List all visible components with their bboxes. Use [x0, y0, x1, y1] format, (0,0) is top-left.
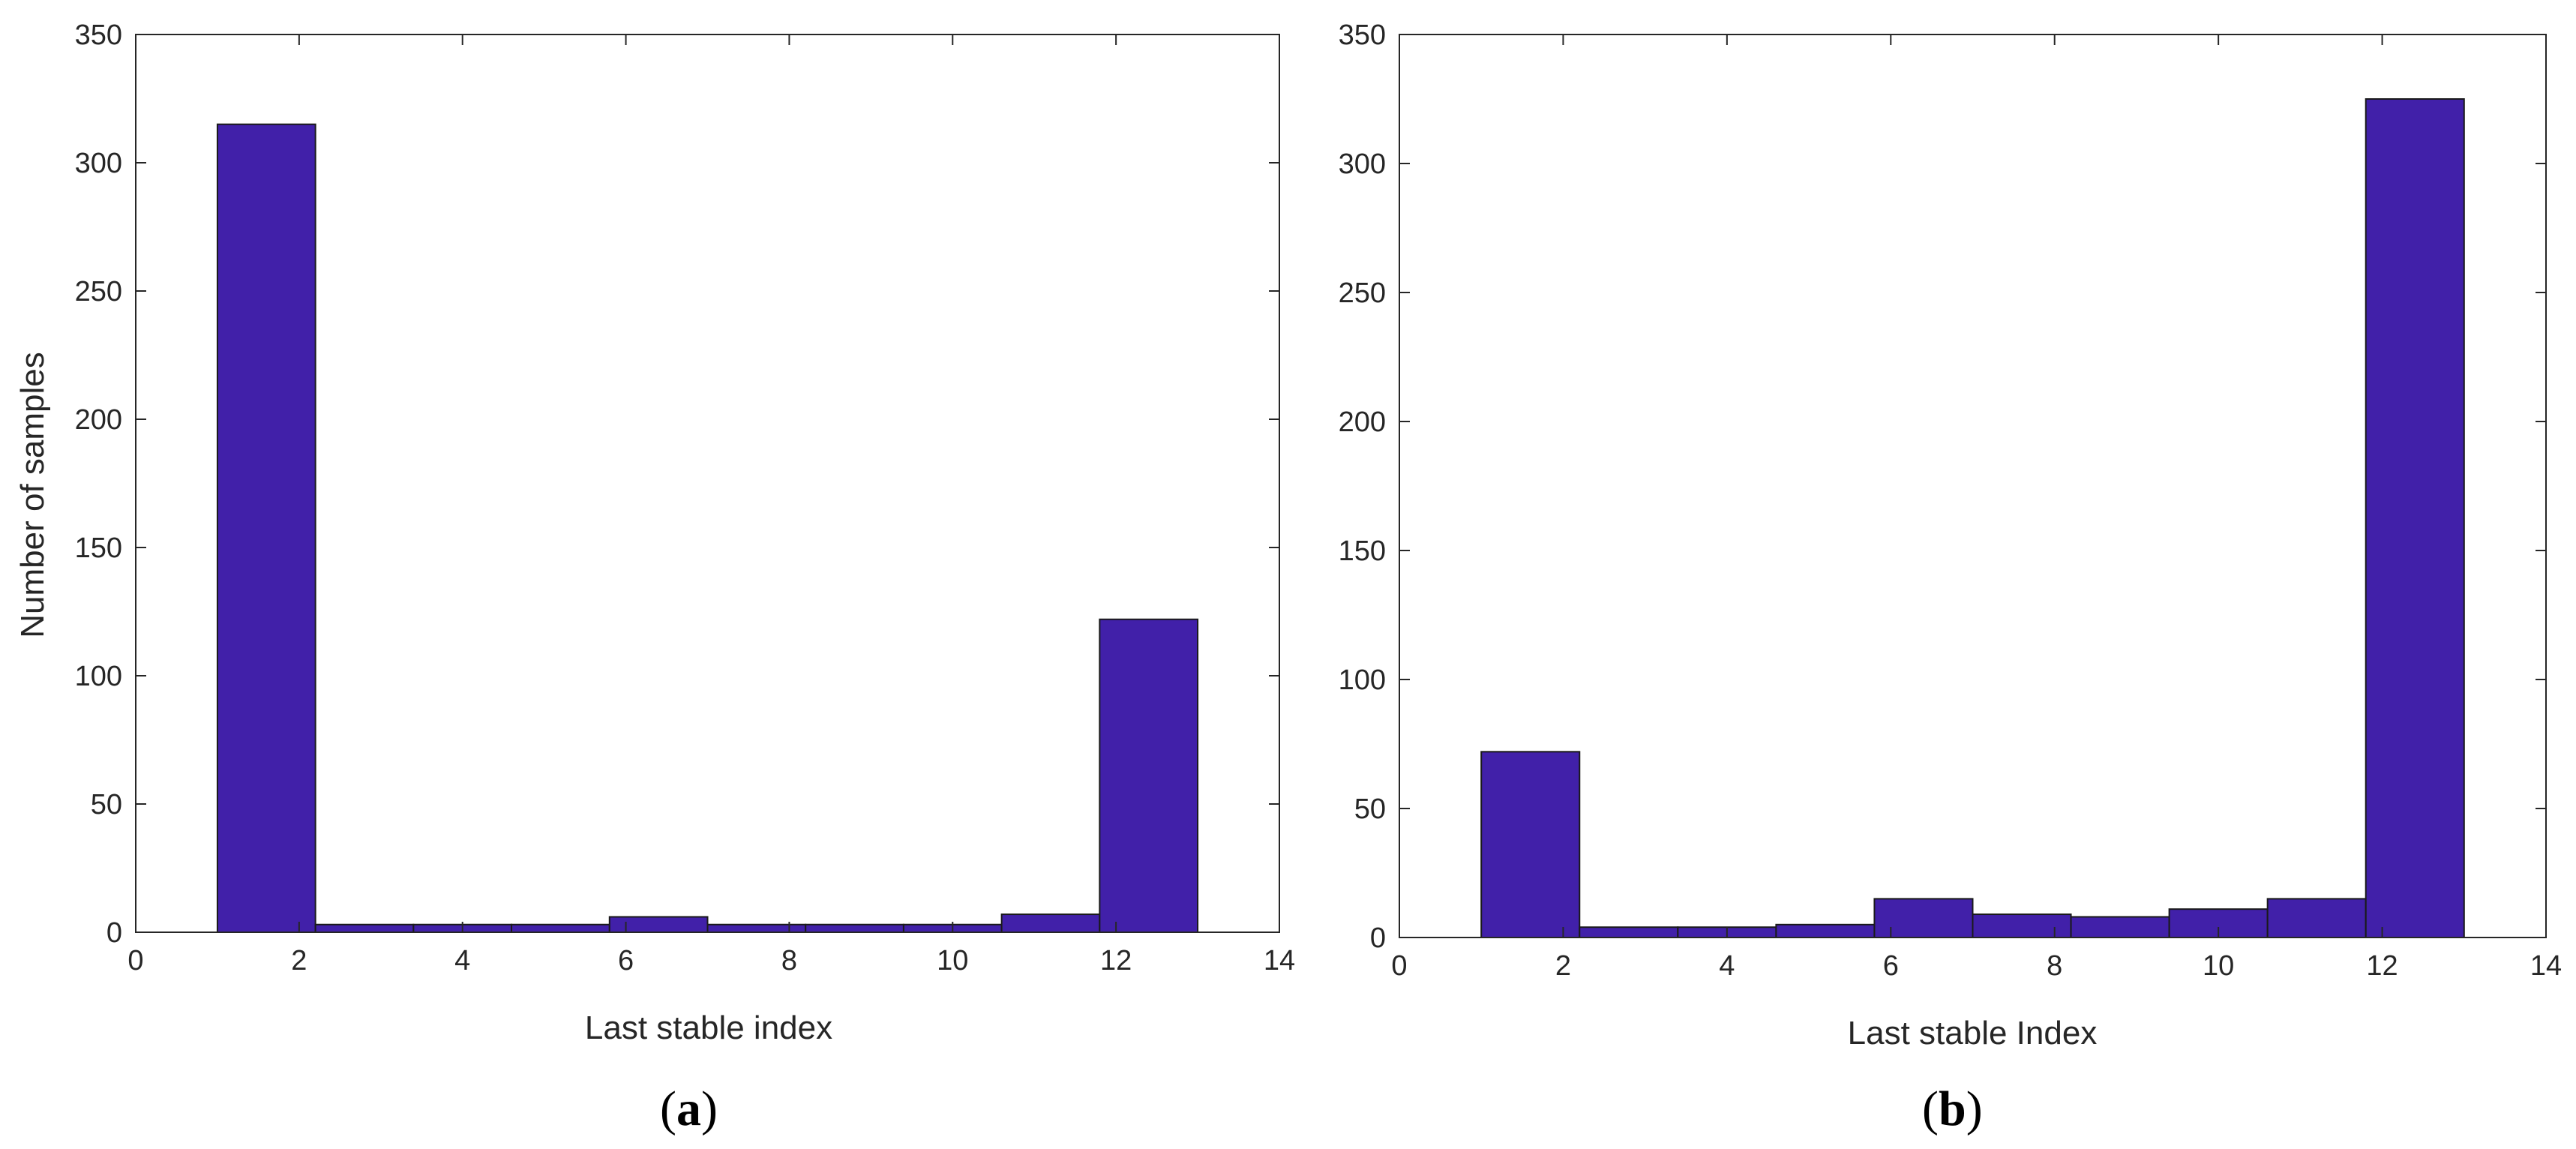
y-ticks-a: 0 50 100 150 200 250 300 350: [75, 20, 1279, 949]
bar-a-9: [1000, 914, 1101, 934]
x-tick-label: 2: [1555, 950, 1571, 982]
y-ticks-b: 0 50 100 150 200 250 300 350: [1339, 20, 2546, 954]
x-tick-label: 10: [2203, 950, 2234, 982]
x-axis-label-a: Last stable index: [585, 1010, 832, 1046]
bar-a-7: [805, 923, 904, 933]
y-tick-label: 0: [1370, 922, 1386, 954]
bar-b-4: [1775, 923, 1876, 939]
bar-b-1: [1480, 751, 1581, 938]
panel-letter-b: b: [1939, 1082, 1966, 1136]
x-tick-label: 10: [937, 945, 968, 976]
bar-b-9: [2266, 898, 2367, 939]
y-tick-label: 100: [75, 661, 122, 692]
y-axis-label-a: Number of samples: [14, 352, 51, 638]
y-tick-label: 350: [75, 20, 122, 51]
bar-a-2: [314, 923, 415, 933]
x-tick-label: 12: [2366, 950, 2398, 982]
y-tick-label: 200: [1339, 406, 1386, 438]
x-tick-label: 8: [781, 945, 797, 976]
bar-b-2: [1579, 926, 1679, 938]
bar-a-1: [216, 123, 316, 934]
bars-a: [216, 123, 1199, 934]
panel-label-b: (b): [1922, 1082, 1983, 1136]
x-tick-label: 6: [618, 945, 634, 976]
x-tick-label: 0: [127, 945, 143, 976]
y-tick-label: 200: [75, 404, 122, 436]
bar-b-7: [2070, 916, 2170, 938]
y-tick-label: 100: [1339, 664, 1386, 696]
axes-frame-a: [135, 34, 1280, 933]
x-tick-label: 8: [2047, 950, 2062, 982]
x-tick-label: 0: [1391, 950, 1407, 982]
y-tick-label: 300: [75, 148, 122, 179]
bar-b-10: [2365, 98, 2465, 938]
x-tick-label: 4: [1719, 950, 1735, 982]
panel-letter-a: a: [676, 1082, 701, 1136]
x-tick-label: 14: [2530, 950, 2562, 982]
y-tick-label: 250: [1339, 278, 1386, 309]
chart-panel-a: 0 2 4 6 8 10 12 14 0 50 100 150 200 250 300 350 Last s…: [14, 20, 1295, 1136]
bar-a-6: [706, 923, 807, 933]
y-tick-label: 50: [91, 789, 122, 820]
bar-b-5: [1873, 898, 1974, 939]
x-tick-label: 6: [1883, 950, 1899, 982]
y-tick-label: 150: [75, 532, 122, 564]
y-tick-label: 150: [1339, 536, 1386, 567]
x-ticks-a: 0 2 4 6 8 10 12 14: [127, 34, 1295, 976]
x-axis-label-b: Last stable Index: [1848, 1015, 2098, 1052]
y-tick-label: 250: [75, 276, 122, 308]
x-tick-label: 12: [1100, 945, 1132, 976]
x-tick-label: 14: [1264, 945, 1295, 976]
y-tick-label: 300: [1339, 148, 1386, 180]
y-tick-label: 350: [1339, 20, 1386, 51]
axes-frame-b: [1399, 34, 2547, 938]
y-tick-label: 0: [106, 917, 122, 949]
chart-panel-b: 0 2 4 6 8 10 12 14 0 50 100 150 200 250 300 350 Last s…: [1339, 20, 2563, 1136]
bar-a-10: [1099, 618, 1199, 933]
bar-b-6: [1972, 914, 2072, 939]
panel-label-a: (a): [660, 1082, 718, 1136]
x-tick-label: 4: [454, 945, 470, 976]
bar-a-4: [511, 923, 610, 933]
x-ticks-b: 0 2 4 6 8 10 12 14: [1391, 34, 2562, 982]
bars-b: [1480, 98, 2465, 939]
x-tick-label: 2: [291, 945, 307, 976]
y-tick-label: 50: [1354, 794, 1386, 825]
bar-a-5: [608, 916, 709, 933]
